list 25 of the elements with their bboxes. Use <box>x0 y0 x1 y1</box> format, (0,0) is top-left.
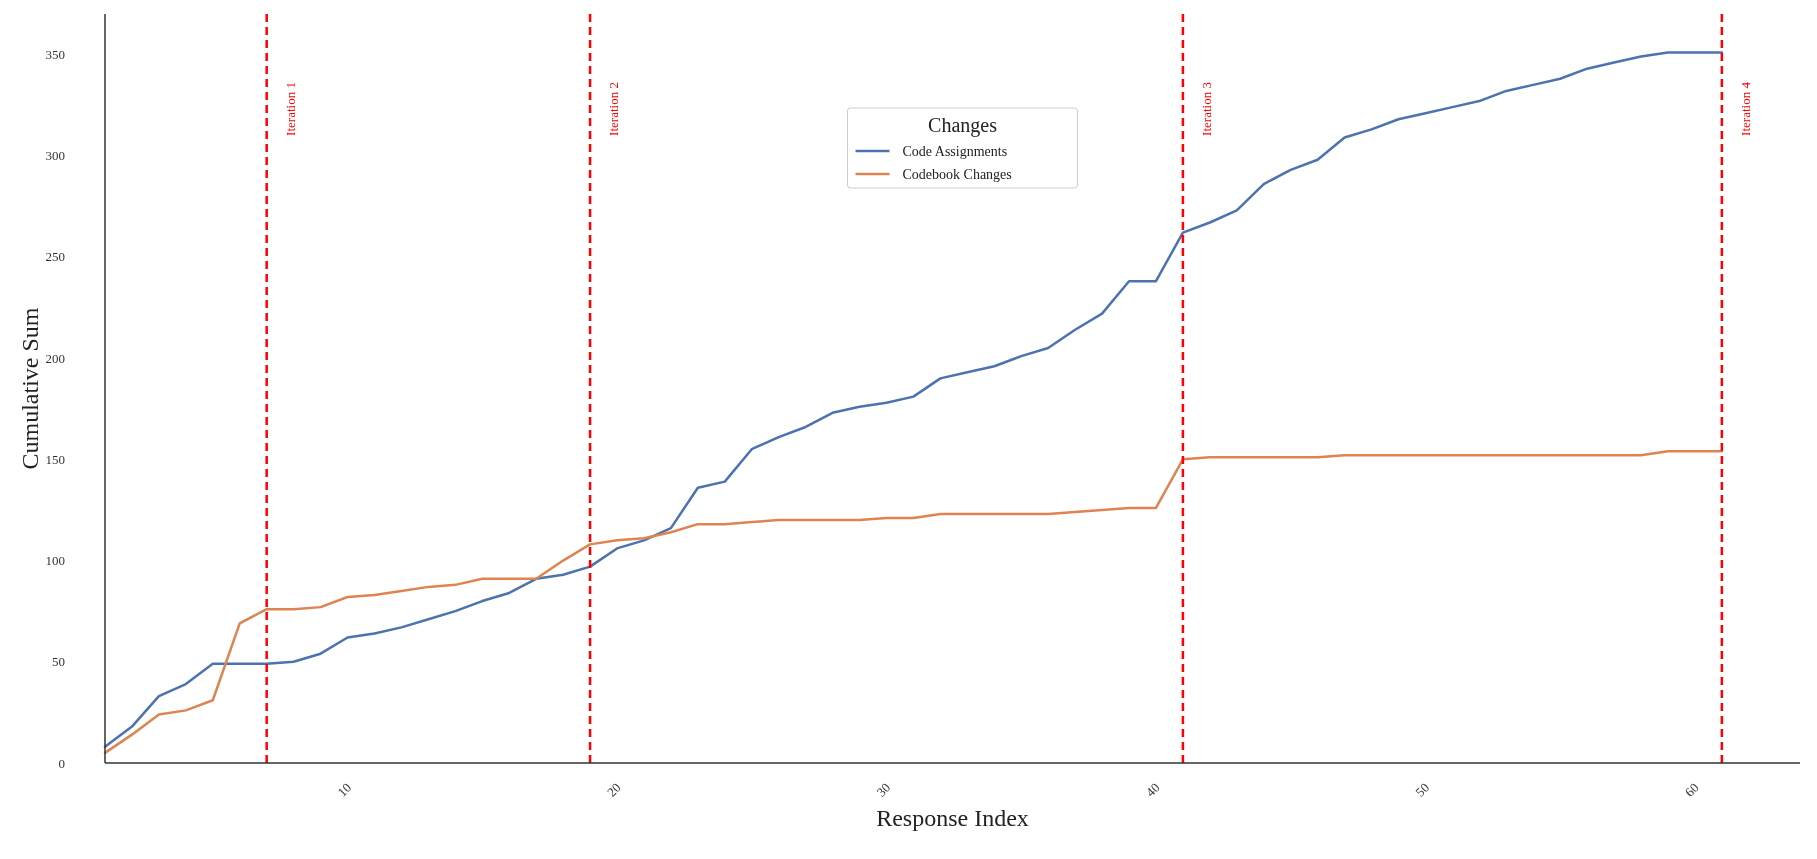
y-tick-label: 100 <box>45 553 65 569</box>
x-tick-label: 50 <box>1412 779 1433 800</box>
ref-line-label: Iteration 4 <box>1737 81 1753 136</box>
y-tick-label: 300 <box>45 148 65 164</box>
ref-line-label: Iteration 2 <box>606 82 622 136</box>
x-tick-label: 20 <box>603 779 624 800</box>
y-tick-label: 250 <box>45 249 65 265</box>
y-tick-label: 350 <box>45 47 65 63</box>
ref-line-label: Iteration 1 <box>282 82 298 136</box>
y-tick-label: 150 <box>45 451 65 467</box>
x-tick-label: 30 <box>873 779 894 800</box>
line-series <box>103 51 1724 749</box>
x-tick-label: 10 <box>334 779 355 800</box>
y-axis-title: Cumulative Sum <box>17 307 43 470</box>
x-tick-label: 40 <box>1142 779 1163 800</box>
x-tick-label: 60 <box>1681 779 1702 800</box>
y-tick-label: 50 <box>52 654 65 670</box>
legend-label: Codebook Changes <box>902 166 1012 182</box>
y-tick-label: 0 <box>58 755 65 771</box>
x-axis-title: Response Index <box>876 805 1029 831</box>
legend-label: Code Assignments <box>902 143 1008 159</box>
ref-line-label: Iteration 3 <box>1198 82 1214 136</box>
line-series <box>103 450 1724 755</box>
legend-title: Changes <box>928 114 998 137</box>
y-tick-label: 200 <box>45 350 65 366</box>
